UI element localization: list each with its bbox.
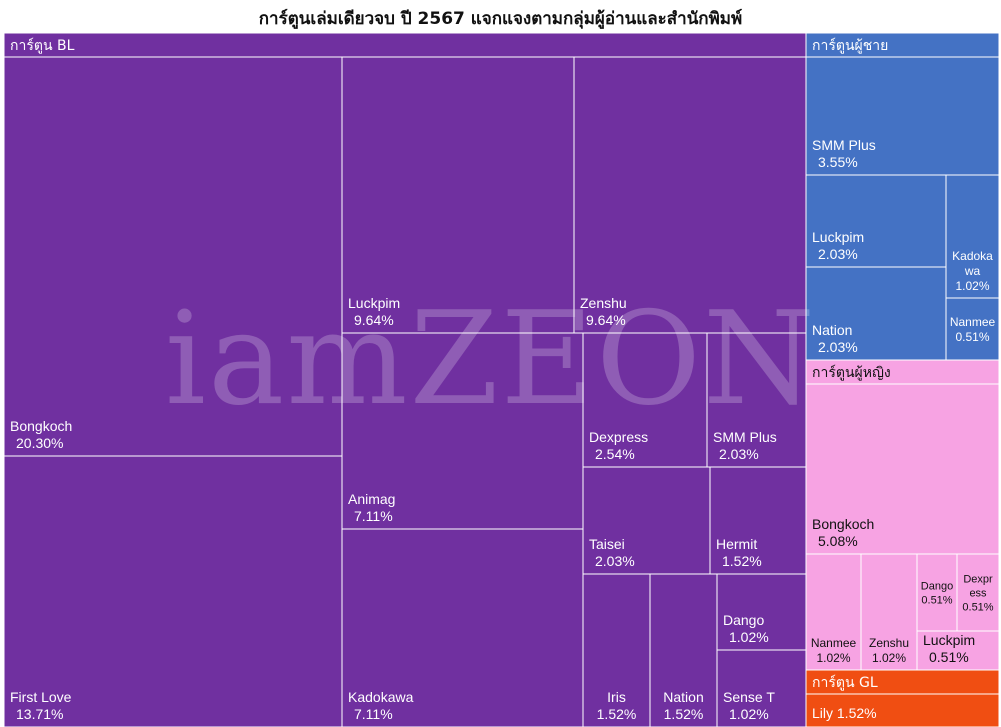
- treemap-tile-women-bongkoch-value: 5.08%: [818, 533, 858, 549]
- treemap-tile-men-smm-plus[interactable]: [805, 56, 1000, 176]
- treemap-tile-bl-dango-value: 1.02%: [729, 629, 769, 645]
- treemap-tile-women-luckpim-value: 0.51%: [929, 649, 969, 665]
- treemap-tile-bl-luckpim-name: Luckpim: [348, 295, 400, 311]
- treemap-tile-bl-bongkoch-name: Bongkoch: [10, 418, 72, 434]
- treemap-tile-bl-dango[interactable]: [716, 573, 807, 651]
- group-women-label: การ์ตูนผู้หญิง: [812, 364, 891, 381]
- treemap-tile-bl-kadokawa[interactable]: [341, 528, 584, 727]
- treemap-tile-women-dango-value: 0.51%: [921, 595, 952, 607]
- treemap-tile-bl-sense-t[interactable]: [716, 649, 807, 727]
- treemap-tile-bl-hermit-value: 1.52%: [722, 553, 762, 569]
- treemap-tile-men-nanmee-value: 0.51%: [955, 330, 989, 344]
- treemap-tile-men-kadokawa-value: 1.02%: [955, 279, 989, 293]
- treemap-tile-women-dango[interactable]: [916, 553, 958, 632]
- treemap-tile-bl-first-love-name: First Love: [10, 689, 72, 705]
- treemap-tile-bl-smm-plus-value: 2.03%: [719, 446, 759, 462]
- treemap-tile-women-dexpress-name: ess: [969, 588, 987, 600]
- treemap-tile-bl-kadokawa-value: 7.11%: [354, 706, 393, 722]
- group-bl-label: การ์ตูน BL: [10, 37, 75, 54]
- treemap-tile-bl-first-love-value: 13.71%: [16, 706, 63, 722]
- treemap-tile-bl-zenshu-value: 9.64%: [586, 312, 626, 328]
- treemap-tile-men-nation-name: Nation: [812, 322, 852, 338]
- group-gl-label: การ์ตูน GL: [812, 674, 878, 691]
- treemap-tile-women-bongkoch-name: Bongkoch: [812, 516, 874, 532]
- treemap-tile-bl-taisei-value: 2.03%: [595, 553, 635, 569]
- treemap-tile-women-nanmee-name: Nanmee: [811, 636, 857, 650]
- treemap-tile-men-nation[interactable]: [805, 266, 947, 361]
- treemap-tile-men-luckpim-value: 2.03%: [818, 246, 858, 262]
- treemap-tile-women-zenshu-name: Zenshu: [869, 636, 909, 650]
- treemap-tile-bl-hermit-name: Hermit: [716, 536, 757, 552]
- treemap-tile-women-dexpress[interactable]: [956, 553, 1000, 632]
- treemap-tile-bl-bongkoch-value: 20.30%: [16, 435, 63, 451]
- group-men-label: การ์ตูนผู้ชาย: [812, 37, 888, 54]
- treemap-tile-bl-smm-plus-name: SMM Plus: [713, 429, 777, 445]
- treemap-tile-bl-taisei-name: Taisei: [589, 536, 625, 552]
- chart-title: การ์ตูนเล่มเดียวจบ ปี 2567 แจกแจงตามกลุ่…: [258, 9, 743, 29]
- treemap-tile-bl-zenshu-name: Zenshu: [580, 295, 627, 311]
- treemap-tile-bl-nation-name: Nation: [663, 689, 703, 705]
- treemap-tile-women-luckpim[interactable]: [916, 630, 1000, 671]
- treemap-tile-bl-dango-name: Dango: [723, 612, 764, 628]
- treemap-tile-men-nanmee-name: Nanmee: [950, 315, 996, 329]
- treemap-tile-bl-iris-value: 1.52%: [597, 706, 637, 722]
- treemap-tile-gl-lily-label: Lily 1.52%: [812, 705, 877, 721]
- treemap-tile-bl-taisei[interactable]: [582, 466, 711, 575]
- treemap-tile-men-kadokawa-name: Kadoka: [952, 249, 993, 263]
- treemap-tile-bl-sense-t-name: Sense T: [723, 689, 775, 705]
- treemap-tile-men-luckpim-name: Luckpim: [812, 229, 864, 245]
- treemap-tile-gl-lily[interactable]: [805, 693, 1000, 727]
- treemap-tile-men-kadokawa-name: wa: [964, 264, 981, 278]
- treemap-tile-men-luckpim[interactable]: [805, 174, 947, 268]
- treemap-tile-bl-iris-name: Iris: [607, 689, 626, 705]
- treemap-tile-women-zenshu[interactable]: [860, 553, 918, 671]
- treemap-tile-women-dexpress-value: 0.51%: [962, 602, 993, 614]
- treemap-tile-bl-bongkoch[interactable]: [3, 56, 343, 457]
- treemap-tile-bl-kadokawa-name: Kadokawa: [348, 689, 414, 705]
- treemap-tile-bl-dexpress-value: 2.54%: [595, 446, 635, 462]
- treemap-tile-bl-animag-value: 7.11%: [354, 508, 393, 524]
- treemap-tile-women-nanmee[interactable]: [805, 553, 862, 671]
- treemap-tile-women-dango-name: Dango: [921, 581, 953, 593]
- treemap-tile-men-smm-plus-value: 3.55%: [818, 154, 858, 170]
- treemap-tile-bl-sense-t-value: 1.02%: [729, 706, 769, 722]
- treemap-tile-bl-zenshu[interactable]: [573, 56, 807, 334]
- treemap-tile-bl-luckpim-value: 9.64%: [354, 312, 394, 328]
- treemap-tile-bl-dexpress-name: Dexpress: [589, 429, 648, 445]
- treemap-tile-men-nation-value: 2.03%: [818, 339, 858, 355]
- treemap-tile-bl-nation-value: 1.52%: [664, 706, 704, 722]
- treemap-tile-women-dexpress-name: Dexpr: [963, 574, 993, 586]
- treemap-tile-women-nanmee-value: 1.02%: [816, 651, 850, 665]
- treemap-tile-bl-animag[interactable]: [341, 332, 584, 530]
- treemap-tile-women-bongkoch[interactable]: [805, 383, 1000, 555]
- treemap-tile-men-smm-plus-name: SMM Plus: [812, 137, 876, 153]
- treemap-tile-men-kadokawa[interactable]: [945, 174, 1000, 299]
- treemap-tile-bl-luckpim[interactable]: [341, 56, 575, 334]
- treemap-tile-men-nanmee[interactable]: [945, 297, 1000, 361]
- treemap-tile-women-luckpim-name: Luckpim: [923, 632, 975, 648]
- treemap-tile-women-zenshu-value: 1.02%: [872, 651, 906, 665]
- treemap-tile-bl-first-love[interactable]: [3, 455, 343, 727]
- treemap-tile-bl-animag-name: Animag: [348, 491, 395, 507]
